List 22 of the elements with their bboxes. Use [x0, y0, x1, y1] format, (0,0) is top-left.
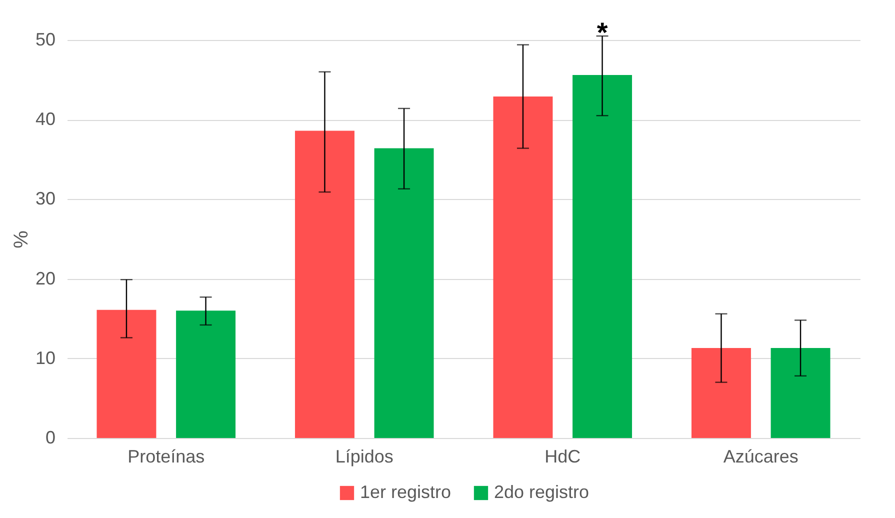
- bar: [493, 96, 553, 438]
- bar: [294, 130, 354, 438]
- x-tick-label: Lípidos: [335, 446, 394, 466]
- y-tick-label: 30: [35, 188, 56, 209]
- bar: [770, 348, 830, 438]
- bar: [374, 148, 434, 438]
- bar: [691, 348, 751, 438]
- x-tick-label: Proteínas: [128, 446, 205, 466]
- y-tick-label: 40: [35, 109, 56, 130]
- y-tick-label: 0: [45, 428, 56, 448]
- x-tick-label: Azúcares: [723, 446, 798, 466]
- y-tick-label: 10: [35, 348, 56, 368]
- bar: [176, 310, 236, 438]
- legend-label: 1er registro: [360, 482, 452, 502]
- y-tick-label: 50: [35, 30, 56, 50]
- x-tick-label: HdC: [544, 446, 581, 466]
- annotation: *: [596, 17, 608, 48]
- bar: [96, 310, 156, 438]
- y-tick-label: 20: [35, 268, 56, 288]
- bar: [572, 75, 632, 438]
- legend-label: 2do registro: [494, 482, 590, 502]
- y-axis-title: %: [10, 230, 32, 248]
